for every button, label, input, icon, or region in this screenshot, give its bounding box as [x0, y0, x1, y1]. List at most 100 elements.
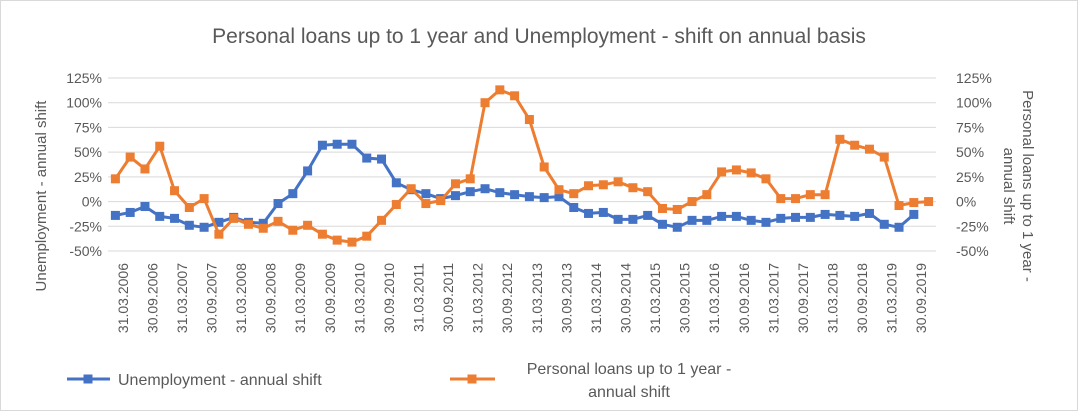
data-point[interactable] [894, 201, 904, 211]
data-point[interactable] [687, 197, 697, 207]
data-point[interactable] [598, 180, 608, 190]
data-point[interactable] [155, 211, 165, 221]
data-point[interactable] [362, 153, 372, 163]
data-point[interactable] [288, 189, 298, 199]
data-point[interactable] [332, 139, 342, 149]
data-point[interactable] [569, 203, 579, 213]
data-point[interactable] [125, 152, 135, 162]
data-point[interactable] [569, 189, 579, 199]
data-point[interactable] [805, 190, 815, 200]
data-point[interactable] [273, 216, 283, 226]
data-point[interactable] [170, 213, 180, 223]
data-point[interactable] [524, 115, 534, 125]
data-point[interactable] [362, 231, 372, 241]
data-point[interactable] [702, 215, 712, 225]
data-point[interactable] [377, 215, 387, 225]
data-point[interactable] [761, 217, 771, 227]
data-point[interactable] [702, 190, 712, 200]
data-point[interactable] [909, 209, 919, 219]
data-point[interactable] [879, 219, 889, 229]
data-point[interactable] [170, 186, 180, 196]
data-point[interactable] [273, 199, 283, 209]
data-point[interactable] [791, 212, 801, 222]
data-point[interactable] [717, 211, 727, 221]
data-point[interactable] [332, 235, 342, 245]
data-point[interactable] [391, 178, 401, 188]
data-point[interactable] [643, 210, 653, 220]
data-point[interactable] [155, 141, 165, 151]
data-point[interactable] [835, 134, 845, 144]
data-point[interactable] [657, 219, 667, 229]
data-point[interactable] [243, 219, 253, 229]
data-point[interactable] [850, 211, 860, 221]
data-point[interactable] [450, 179, 460, 189]
data-point[interactable] [377, 154, 387, 164]
data-point[interactable] [465, 174, 475, 184]
data-point[interactable] [613, 177, 623, 187]
data-point[interactable] [303, 166, 313, 176]
data-point[interactable] [110, 174, 120, 184]
data-point[interactable] [672, 222, 682, 232]
data-point[interactable] [879, 152, 889, 162]
data-point[interactable] [184, 203, 194, 213]
data-point[interactable] [214, 217, 224, 227]
data-point[interactable] [643, 187, 653, 197]
data-point[interactable] [465, 187, 475, 197]
data-point[interactable] [657, 203, 667, 213]
data-point[interactable] [199, 194, 209, 204]
data-point[interactable] [125, 207, 135, 217]
data-point[interactable] [864, 144, 874, 154]
data-point[interactable] [347, 139, 357, 149]
data-point[interactable] [421, 189, 431, 199]
data-point[interactable] [480, 98, 490, 108]
data-point[interactable] [776, 194, 786, 204]
legend-item-unemployment[interactable]: Unemployment - annual shift [67, 372, 322, 389]
data-point[interactable] [746, 215, 756, 225]
data-point[interactable] [554, 192, 564, 202]
data-point[interactable] [317, 140, 327, 150]
data-point[interactable] [924, 197, 934, 207]
data-point[interactable] [436, 196, 446, 206]
data-point[interactable] [805, 212, 815, 222]
data-point[interactable] [761, 174, 771, 184]
data-point[interactable] [554, 185, 564, 195]
data-point[interactable] [731, 165, 741, 175]
data-point[interactable] [717, 167, 727, 177]
data-point[interactable] [791, 194, 801, 204]
data-point[interactable] [894, 222, 904, 232]
data-point[interactable] [820, 190, 830, 200]
data-point[interactable] [864, 208, 874, 218]
data-point[interactable] [835, 210, 845, 220]
data-point[interactable] [909, 198, 919, 208]
data-point[interactable] [450, 191, 460, 201]
data-point[interactable] [687, 215, 697, 225]
data-point[interactable] [258, 218, 268, 228]
data-point[interactable] [184, 220, 194, 230]
data-point[interactable] [288, 225, 298, 235]
data-point[interactable] [317, 229, 327, 239]
legend-item-personal-loans[interactable]: Personal loans up to 1 year - annual shi… [450, 361, 731, 401]
data-point[interactable] [524, 192, 534, 202]
data-point[interactable] [140, 164, 150, 174]
data-point[interactable] [672, 204, 682, 214]
data-point[interactable] [628, 214, 638, 224]
data-point[interactable] [110, 210, 120, 220]
data-point[interactable] [495, 188, 505, 198]
data-point[interactable] [229, 213, 239, 223]
data-point[interactable] [391, 200, 401, 210]
data-point[interactable] [421, 199, 431, 209]
data-point[interactable] [510, 190, 520, 200]
data-point[interactable] [850, 140, 860, 150]
data-point[interactable] [199, 222, 209, 232]
data-point[interactable] [539, 162, 549, 172]
data-point[interactable] [539, 193, 549, 203]
data-point[interactable] [480, 184, 490, 194]
data-point[interactable] [347, 237, 357, 247]
data-point[interactable] [495, 85, 505, 95]
data-point[interactable] [820, 209, 830, 219]
data-point[interactable] [731, 211, 741, 221]
data-point[interactable] [214, 229, 224, 239]
data-point[interactable] [613, 214, 623, 224]
data-point[interactable] [628, 183, 638, 193]
data-point[interactable] [258, 223, 268, 233]
